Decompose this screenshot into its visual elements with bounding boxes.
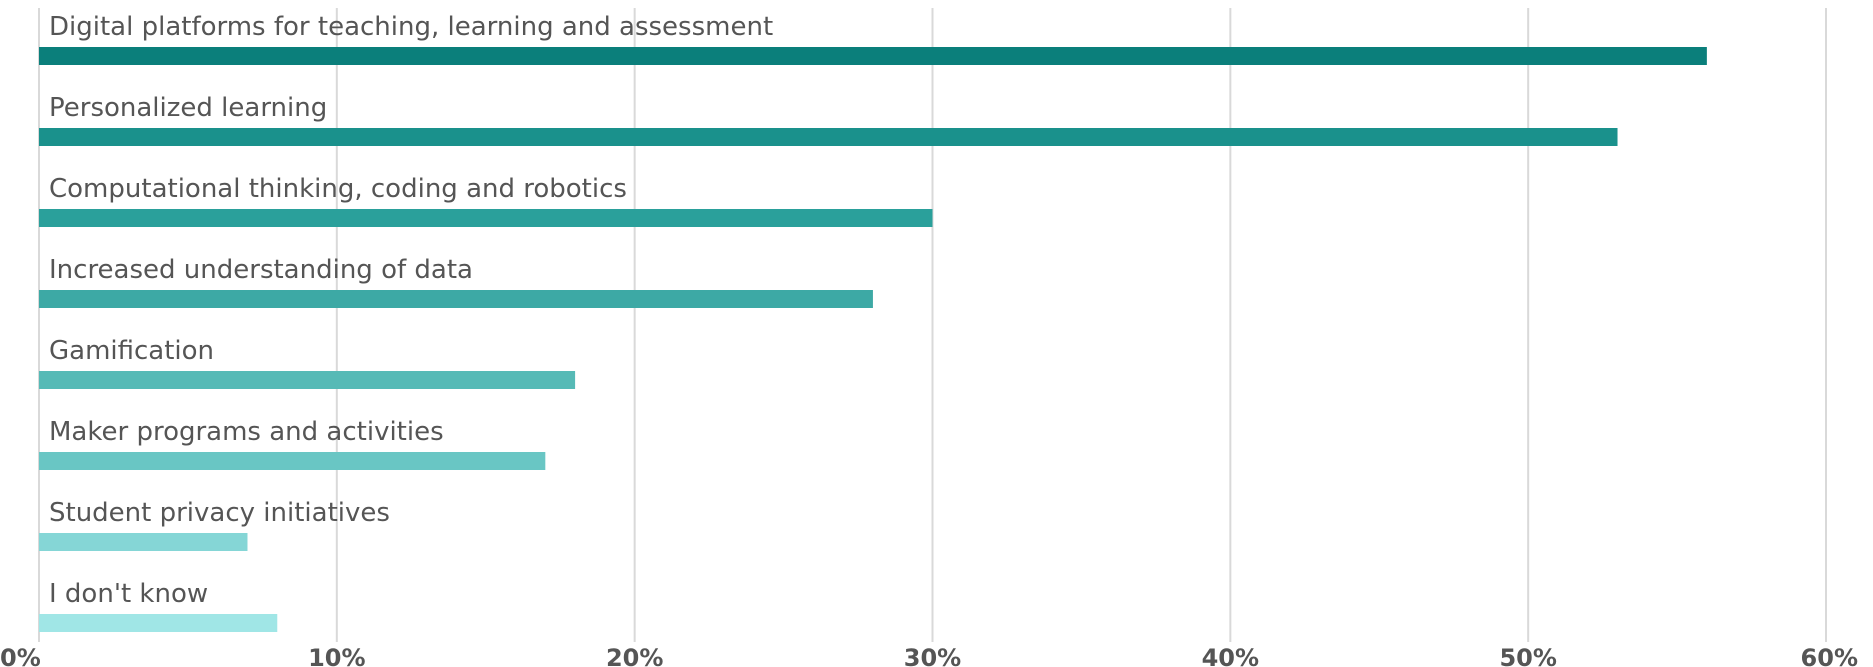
grid-lines <box>38 8 1827 642</box>
bar-4 <box>39 290 873 308</box>
x-tick-label: 60% <box>1801 644 1858 667</box>
bar-2 <box>39 128 1618 146</box>
x-tick-label: 50% <box>1499 644 1556 667</box>
category-label: Student privacy initiatives <box>49 498 390 528</box>
category-label: Gamification <box>49 336 214 366</box>
category-label: Digital platforms for teaching, learning… <box>49 12 773 42</box>
x-axis-tick-labels: 0% 10% 20% 30% 40% 50% 60% <box>0 644 1858 667</box>
x-tick-label: 40% <box>1202 644 1259 667</box>
bars <box>39 47 1707 632</box>
bar-5 <box>39 371 576 389</box>
category-label: Computational thinking, coding and robot… <box>49 174 627 204</box>
x-tick-label: 0% <box>0 644 41 667</box>
bar-7 <box>39 533 248 551</box>
x-tick-label: 30% <box>904 644 961 667</box>
category-label: Increased understanding of data <box>49 255 473 285</box>
category-label: I don't know <box>49 579 208 609</box>
category-label: Personalized learning <box>49 93 327 123</box>
x-tick-label: 20% <box>606 644 663 667</box>
bar-8 <box>39 614 278 632</box>
category-label: Maker programs and activities <box>49 417 444 447</box>
bar-6 <box>39 452 546 470</box>
bar-3 <box>39 209 933 227</box>
x-tick-label: 10% <box>308 644 365 667</box>
category-labels: Digital platforms for teaching, learning… <box>49 12 773 609</box>
bar-1 <box>39 47 1707 65</box>
